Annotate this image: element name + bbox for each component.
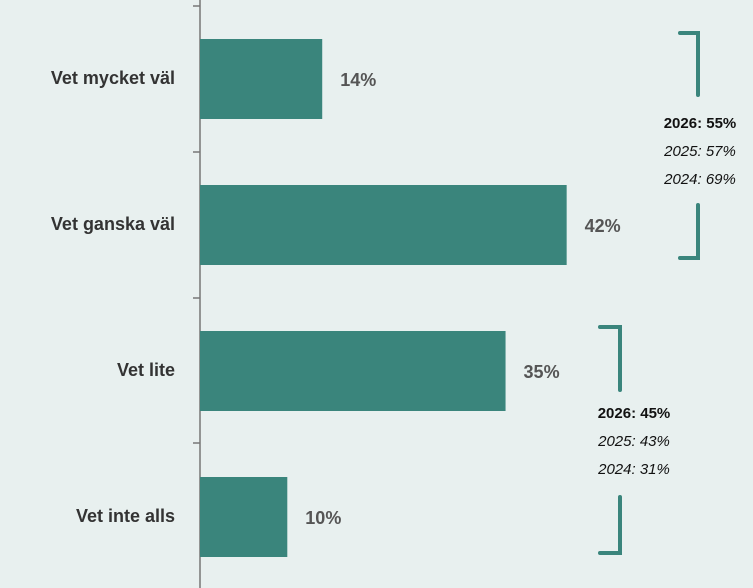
bar [200, 477, 288, 557]
bar [200, 39, 323, 119]
category-label: Vet ganska väl [51, 214, 175, 234]
category-label: Vet mycket väl [51, 68, 175, 88]
brackets [598, 31, 700, 555]
value-label: 35% [524, 362, 560, 382]
annotation-line: 2026: 55% [664, 115, 737, 132]
bracket [598, 495, 622, 555]
annotation-line: 2024: 69% [663, 171, 736, 188]
annotation-line: 2024: 31% [597, 461, 670, 478]
value-label: 10% [305, 508, 341, 528]
bracket [678, 203, 700, 260]
bracket [678, 31, 700, 97]
category-label: Vet lite [117, 360, 175, 380]
bracket [598, 325, 622, 392]
category-label: Vet inte alls [76, 506, 175, 526]
annotation-line: 2025: 57% [663, 143, 736, 160]
value-label: 42% [585, 216, 621, 236]
bar [200, 185, 567, 265]
value-label: 14% [340, 70, 376, 90]
bar [200, 331, 506, 411]
annotation-line: 2025: 43% [597, 433, 670, 450]
annotation-line: 2026: 45% [598, 405, 671, 422]
